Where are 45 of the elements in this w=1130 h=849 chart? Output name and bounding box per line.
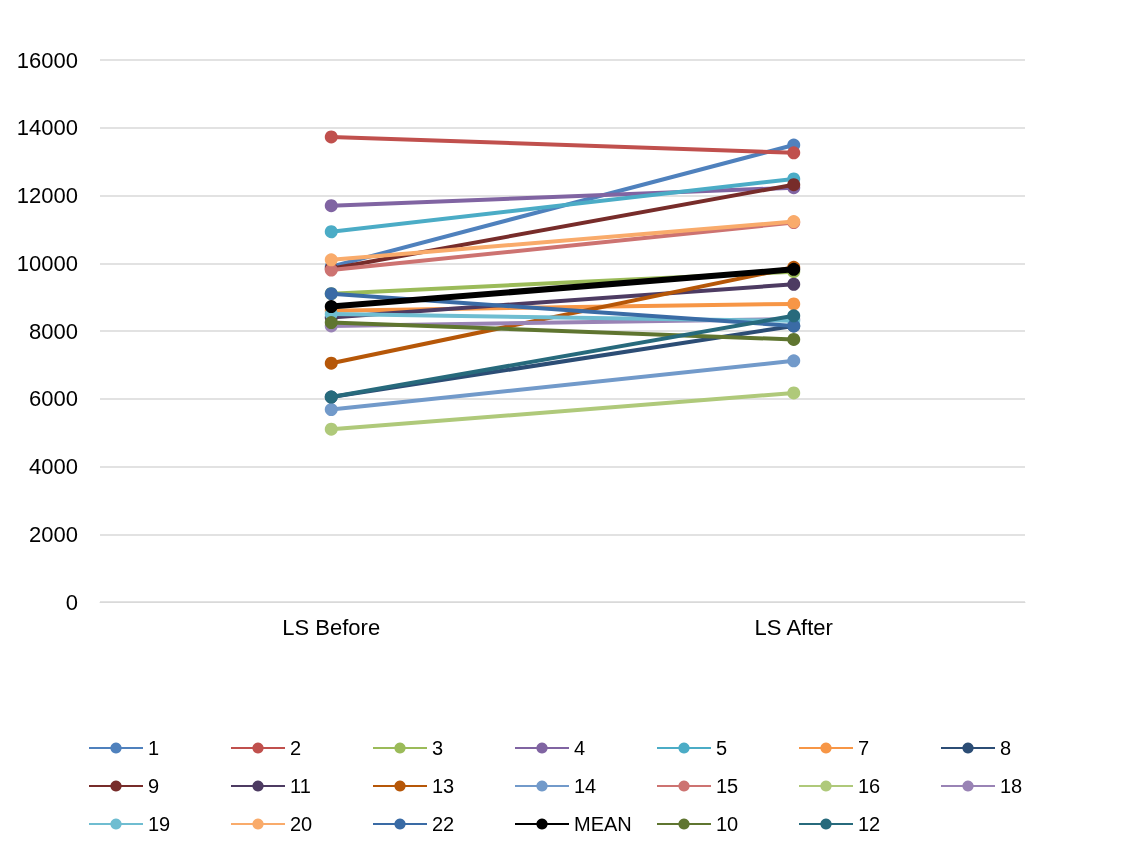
point	[324, 130, 338, 144]
legend-label: 20	[290, 813, 313, 835]
legend-label: 7	[858, 737, 870, 759]
legend-label: 16	[858, 775, 881, 797]
point	[324, 403, 338, 417]
legend-label: 12	[858, 813, 881, 835]
legend-label: 2	[290, 737, 302, 759]
legend-label: 13	[432, 775, 455, 797]
legend-label: 5	[716, 737, 728, 759]
y-tick-label: 8000	[29, 318, 78, 344]
legend-label: 15	[716, 775, 739, 797]
point	[324, 225, 338, 239]
point	[324, 422, 338, 436]
y-tick-label: 10000	[16, 250, 78, 276]
point	[787, 277, 801, 291]
y-tick-label: 16000	[16, 47, 78, 73]
legend-label: 1	[148, 737, 160, 759]
legend-label: 11	[290, 775, 311, 797]
point	[324, 356, 338, 370]
x-tick-label: LS Before	[282, 614, 381, 640]
point	[787, 354, 801, 368]
legend-label: 9	[148, 775, 160, 797]
legend-label: 19	[148, 813, 171, 835]
y-tick-label: 4000	[29, 454, 78, 479]
y-tick-label: 2000	[29, 521, 78, 547]
point	[787, 386, 801, 400]
y-tick-label: 6000	[29, 386, 78, 412]
point	[324, 199, 338, 213]
x-tick-label: LS After	[754, 614, 833, 640]
y-tick-label: 14000	[16, 115, 78, 141]
legend-label: 22	[432, 813, 455, 835]
legend-label: MEAN	[574, 813, 632, 835]
point	[787, 297, 801, 311]
legend-label: 3	[432, 737, 444, 759]
y-tick-label: 0	[65, 589, 78, 615]
point	[787, 332, 801, 346]
legend-label: 10	[716, 813, 739, 835]
legend-label: 8	[1000, 737, 1012, 759]
point	[324, 300, 338, 314]
legend-label: 14	[574, 775, 597, 797]
point	[787, 146, 801, 160]
legend-label: 18	[1000, 775, 1023, 797]
y-tick-label: 12000	[16, 183, 78, 208]
point	[324, 253, 338, 267]
legend-label: 4	[574, 737, 586, 759]
